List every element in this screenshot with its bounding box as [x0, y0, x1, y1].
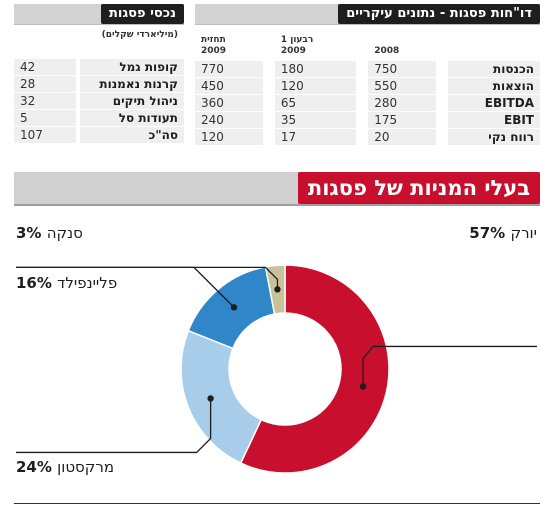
cell-value: 120: [274, 78, 357, 94]
table-row: ניהול תיקים 32: [14, 93, 184, 109]
cell-value: 450: [195, 78, 263, 94]
row-label: תעודות סל: [80, 110, 184, 126]
slice-label: 24% מרקסטון: [16, 458, 114, 476]
report-panel-header: דו"חות פסגות - נתונים עיקריים: [195, 4, 540, 25]
row-label: EBIT: [448, 112, 540, 128]
ownership-title: בעלי המניות של פסגות: [297, 172, 540, 204]
report-col-header: תחזית 2009: [201, 35, 227, 56]
cell-value: 360: [195, 95, 263, 111]
slice-label: 57% יורק: [469, 224, 537, 242]
slice-value: 24%: [16, 458, 57, 476]
slice-name: פליינפילד: [57, 274, 117, 292]
cell-value: 20: [368, 129, 436, 145]
row-label: הוצאות: [448, 78, 540, 94]
report-col-header: רבעון 1 2009: [280, 35, 314, 56]
cell-value: 42: [14, 59, 76, 75]
row-label: ניהול תיקים: [80, 93, 184, 109]
cell-value: 550: [368, 78, 436, 94]
cell-value: 750: [368, 61, 436, 77]
slice-leader-line: [362, 345, 537, 387]
slice-value: 57%: [469, 224, 510, 242]
slice-label: 3% סנקה: [16, 224, 83, 242]
table-row: הוצאות 550 120 450: [195, 78, 540, 94]
cell-value: 770: [195, 61, 263, 77]
slice-name: סנקה: [47, 224, 83, 242]
report-col-header: 2008: [374, 46, 400, 56]
cell-value: 32: [14, 93, 76, 109]
row-label: רווח נקי: [448, 129, 540, 145]
cell-value: 280: [368, 95, 436, 111]
table-row: סה"כ 107: [14, 127, 184, 143]
table-row: הכנסות 750 180 770: [195, 61, 540, 77]
slice-leader-line: [16, 266, 279, 290]
slice-label: 16% פליינפילד: [16, 274, 117, 292]
table-row: EBITDA 280 65 360: [195, 95, 540, 111]
cell-value: 5: [14, 110, 76, 126]
donut-slice: [239, 264, 390, 474]
table-row: תעודות סל 5: [14, 110, 184, 126]
row-label: EBITDA: [448, 95, 540, 111]
cell-value: 107: [14, 127, 76, 143]
assets-table: קופות גמל 42 קרנות נאמנות 28 ניהול תיקים…: [14, 58, 184, 144]
slice-value: 3%: [16, 224, 47, 242]
table-row: קרנות נאמנות 28: [14, 76, 184, 92]
bottom-divider: [14, 503, 540, 504]
cell-value: 35: [274, 112, 357, 128]
slice-name: יורק: [510, 224, 537, 242]
cell-value: 28: [14, 76, 76, 92]
slice-value: 16%: [16, 274, 57, 292]
assets-panel-header: נכסי פסגות: [14, 4, 184, 25]
cell-value: 120: [195, 129, 263, 145]
assets-unit-note: (מיליארדי שקלים): [101, 30, 178, 40]
ownership-banner: בעלי המניות של פסגות: [14, 172, 540, 206]
row-label: הכנסות: [448, 61, 540, 77]
slice-leader-line: [16, 398, 212, 454]
report-panel-title: דו"חות פסגות - נתונים עיקריים: [338, 4, 540, 24]
donut-slice: [180, 329, 263, 465]
table-row: רווח נקי 20 17 120: [195, 129, 540, 145]
cell-value: 17: [274, 129, 357, 145]
assets-panel-title: נכסי פסגות: [101, 4, 184, 24]
table-row: קופות גמל 42: [14, 59, 184, 75]
report-table: 2008 רבעון 1 2009 תחזית 2009 הכנסות 750 18…: [195, 28, 540, 146]
slice-name: מרקסטון: [57, 458, 114, 476]
row-label: קופות גמל: [80, 59, 184, 75]
cell-value: 240: [195, 112, 263, 128]
cell-value: 175: [368, 112, 436, 128]
cell-value: 65: [274, 95, 357, 111]
row-label: סה"כ: [80, 127, 184, 143]
row-label: קרנות נאמנות: [80, 76, 184, 92]
cell-value: 180: [274, 61, 357, 77]
table-row: EBIT 175 35 240: [195, 112, 540, 128]
